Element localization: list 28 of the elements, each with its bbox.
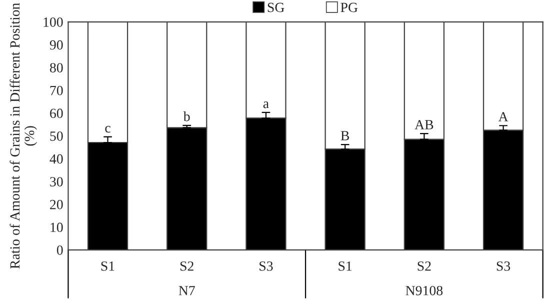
x-tick-label: S3 (496, 261, 510, 271)
y-axis-title: Ratio of Amount of Grains in Different Position (%) (10, 2, 37, 269)
x-tick-label: S3 (260, 261, 273, 271)
legend-label: PG (340, 2, 358, 12)
y-tick-label: 0 (56, 245, 63, 255)
text: N9108 (406, 286, 443, 296)
data-label: AB (414, 120, 434, 130)
y-tick-label: 90 (50, 40, 63, 50)
data-label: b (183, 111, 190, 122)
y-tick-label: 30 (50, 177, 63, 186)
y-tick-label: 80 (50, 63, 63, 72)
x-tick-label: S2 (180, 261, 194, 271)
data-label: a (263, 102, 269, 108)
y-tick-label: 20 (50, 200, 63, 210)
y-tick-label: 40 (50, 154, 63, 164)
y-tick-label: 10 (50, 222, 63, 232)
y-tick-label: 70 (50, 86, 63, 96)
y-tick-label: 50 (50, 131, 63, 141)
legend-label: SG (268, 2, 284, 12)
x-tick-label: S2 (418, 261, 431, 271)
y-tick-label: 100 (44, 17, 63, 27)
data-label: A (498, 112, 508, 122)
data-label: c (105, 126, 110, 133)
text: N7 (178, 286, 195, 296)
y-tick-label: 60 (50, 108, 63, 118)
data-label: B (340, 131, 350, 140)
x-tick-label: S1 (101, 261, 114, 271)
x-tick-label: S1 (338, 261, 352, 271)
